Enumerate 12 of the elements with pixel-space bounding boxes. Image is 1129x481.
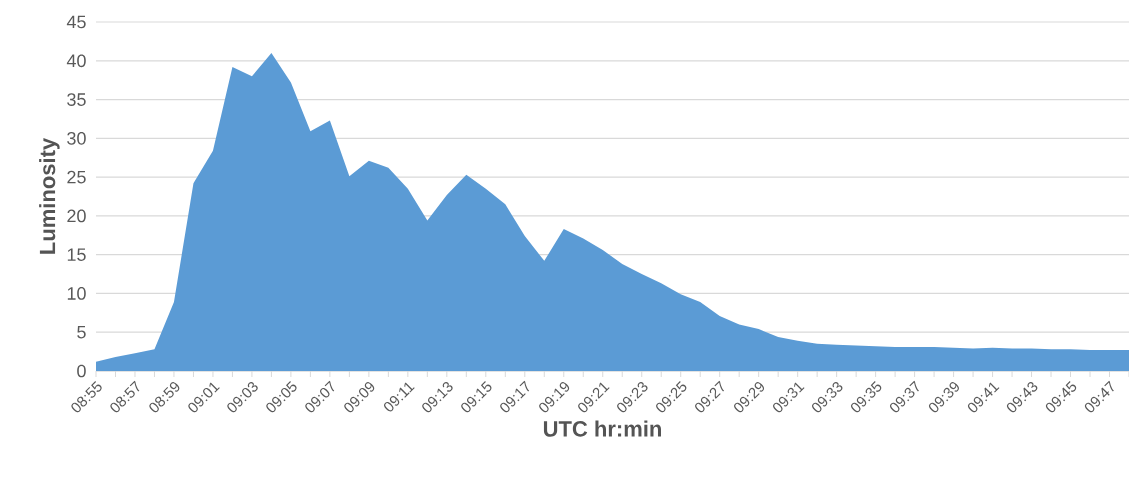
y-tick-label: 5 <box>77 325 86 339</box>
y-tick-label: 30 <box>67 131 86 145</box>
y-tick-label: 45 <box>66 15 86 29</box>
x-axis-title: UTC hr:min <box>543 420 661 437</box>
y-tick-label: 40 <box>66 54 86 68</box>
y-tick-label: 10 <box>67 287 86 300</box>
y-tick-label: 35 <box>67 93 86 106</box>
y-tick-label: 15 <box>67 248 86 261</box>
y-tick-label: 20 <box>67 209 86 223</box>
y-tick-label: 0 <box>77 364 86 378</box>
y-tick-label: 25 <box>67 170 86 184</box>
y-axis-title: Luminosity <box>39 137 60 254</box>
